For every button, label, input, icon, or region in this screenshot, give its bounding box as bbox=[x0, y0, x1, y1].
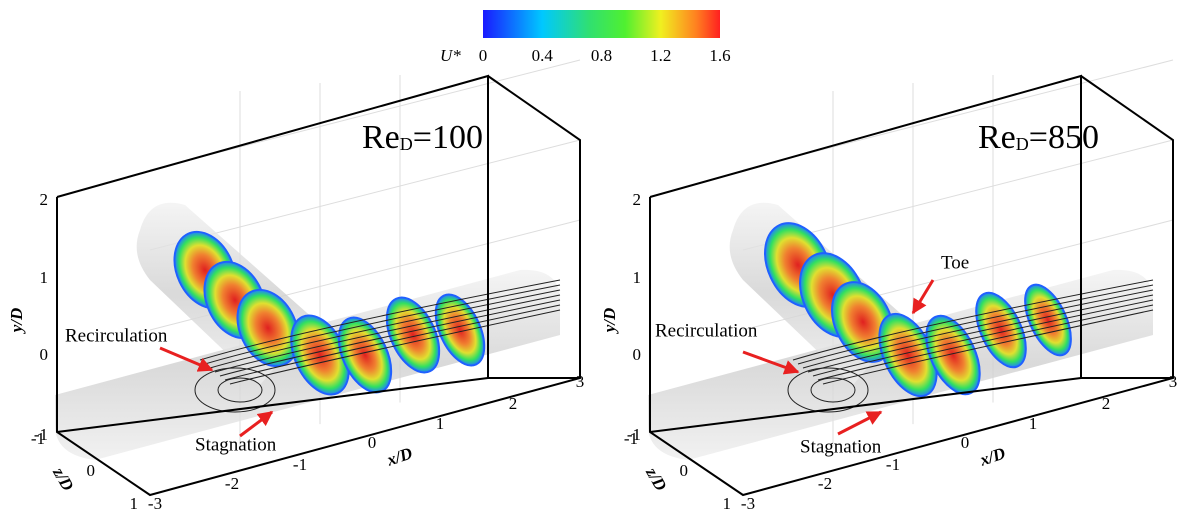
panel-title-part: Re bbox=[978, 119, 1016, 156]
colorbar bbox=[483, 10, 720, 38]
x-tick-label: 3 bbox=[1169, 372, 1178, 391]
colorbar-tick-label: 0.4 bbox=[532, 46, 554, 65]
x-axis-label: x/D bbox=[977, 444, 1008, 470]
z-tick-label: 0 bbox=[87, 461, 96, 480]
panel-title-part: Re bbox=[362, 119, 400, 156]
x-tick-label: 1 bbox=[1029, 414, 1038, 433]
x-tick-label: 0 bbox=[368, 433, 377, 452]
panel-title-part: D bbox=[1016, 134, 1029, 154]
colorbar-tick-label: 1.2 bbox=[650, 46, 671, 65]
x-tick-label: -2 bbox=[225, 474, 239, 493]
colorbar-tick-label: 0.8 bbox=[591, 46, 612, 65]
x-tick-label: 2 bbox=[1102, 394, 1111, 413]
z-axis-label: z/D bbox=[642, 463, 671, 494]
y-tick-label: 0 bbox=[633, 345, 642, 364]
annotation: Toe bbox=[941, 252, 969, 273]
panel-title: ReD=100 bbox=[362, 119, 483, 156]
z-tick-label: 1 bbox=[130, 494, 139, 513]
y-tick-label: 1 bbox=[633, 268, 642, 287]
x-tick-label: -3 bbox=[148, 494, 162, 513]
x-tick-label: 3 bbox=[576, 372, 585, 391]
panel: ReD=850210-1-3-2-1012310-1x/Dy/Dz/DToeRe… bbox=[600, 60, 1177, 513]
annotation-arrow bbox=[913, 280, 933, 313]
x-tick-label: 2 bbox=[509, 394, 518, 413]
figure: U* ReD=100210-1-3-2-1012310-1x/Dy/Dz/DRe… bbox=[0, 0, 1192, 516]
x-tick-label: -1 bbox=[293, 455, 307, 474]
x-tick-label: -2 bbox=[818, 474, 832, 493]
z-axis-label: z/D bbox=[49, 463, 78, 494]
y-tick-label: 2 bbox=[633, 190, 642, 209]
panel-title-part: =100 bbox=[413, 119, 483, 156]
z-tick-label: 1 bbox=[723, 494, 732, 513]
panel: ReD=100210-1-3-2-1012310-1x/Dy/Dz/DRecir… bbox=[7, 60, 584, 513]
colorbar-tick-label: 1.6 bbox=[709, 46, 730, 65]
y-tick-label: 1 bbox=[40, 268, 49, 287]
z-tick-label: -1 bbox=[624, 429, 638, 448]
annotation: Stagnation bbox=[800, 436, 882, 457]
annotation: Stagnation bbox=[195, 434, 277, 455]
z-tick-label: -1 bbox=[31, 429, 45, 448]
y-tick-label: 2 bbox=[40, 190, 49, 209]
y-axis-label: y/D bbox=[7, 308, 26, 335]
x-tick-label: -3 bbox=[741, 494, 755, 513]
z-tick-label: 0 bbox=[680, 461, 689, 480]
colorbar-tick-label: 0 bbox=[479, 46, 488, 65]
y-tick-label: 0 bbox=[40, 345, 49, 364]
annotation: Recirculation bbox=[655, 320, 758, 341]
colorbar-label: U* bbox=[440, 46, 461, 65]
annotation: Recirculation bbox=[65, 325, 168, 346]
panel-title: ReD=850 bbox=[978, 119, 1099, 156]
x-axis-label: x/D bbox=[384, 444, 415, 470]
x-tick-label: 0 bbox=[961, 433, 970, 452]
x-tick-label: -1 bbox=[886, 455, 900, 474]
x-tick-label: 1 bbox=[436, 414, 445, 433]
panel-title-part: D bbox=[400, 134, 413, 154]
y-axis-label: y/D bbox=[600, 308, 619, 335]
panel-title-part: =850 bbox=[1029, 119, 1099, 156]
